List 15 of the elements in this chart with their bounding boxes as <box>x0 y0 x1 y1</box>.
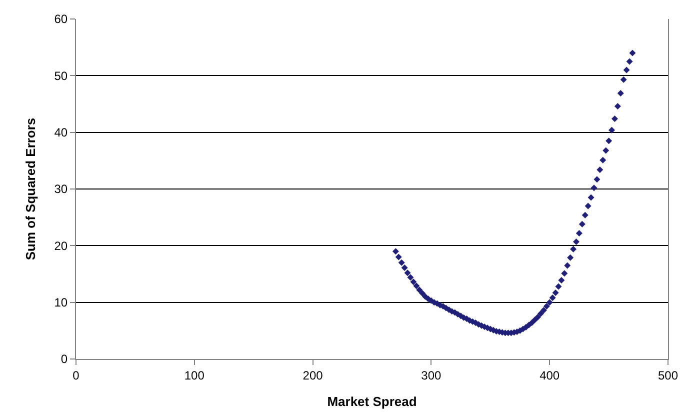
y-tick-label: 20 <box>54 238 68 253</box>
x-tick-label: 400 <box>540 368 560 382</box>
y-axis-title: Sum of Squared Errors <box>23 118 38 260</box>
x-axis-title: Market Spread <box>327 394 417 409</box>
x-tick-label: 200 <box>302 368 324 382</box>
x-tick-label: 0 <box>72 368 80 382</box>
y-tick-label: 60 <box>54 12 68 26</box>
x-tick-label: 100 <box>184 368 205 382</box>
y-tick-label: 40 <box>54 126 68 140</box>
x-tick-label: 300 <box>421 368 442 382</box>
y-tick-label: 10 <box>54 296 68 310</box>
x-tick-label: 500 <box>658 368 678 382</box>
y-tick-label: 50 <box>54 68 68 83</box>
y-tick-label: 0 <box>60 352 68 366</box>
y-tick-label: 30 <box>54 182 68 196</box>
